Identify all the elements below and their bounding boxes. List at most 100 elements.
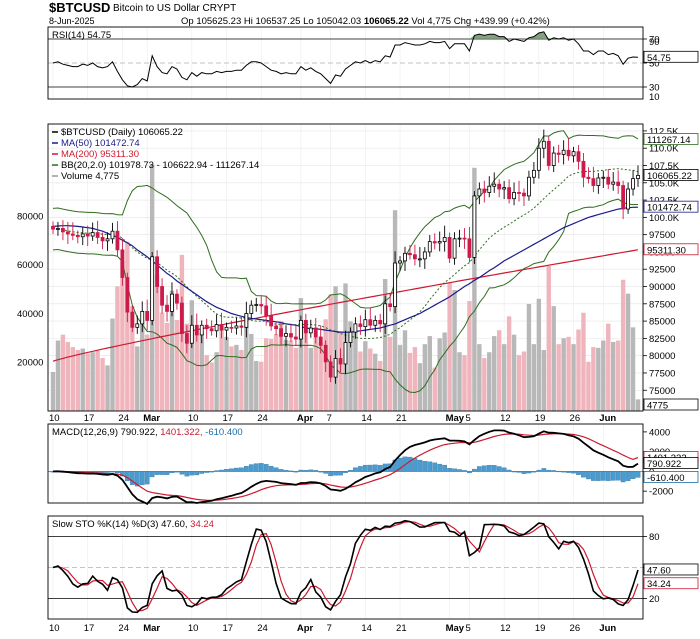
macd-histogram-bar [243, 466, 249, 472]
y-tick-label: 20 [649, 594, 660, 605]
volume-bar [204, 355, 209, 411]
macd-histogram-bar [556, 470, 562, 473]
instrument-name: Bitcoin to US Dollar [113, 3, 200, 14]
candle-body [259, 304, 264, 307]
macd-histogram-bar [536, 469, 542, 472]
candle-body [279, 328, 283, 337]
macd-histogram-bar [184, 471, 190, 477]
sto-x-tick-label: 10 [188, 623, 199, 634]
low-label: Lo [303, 16, 314, 27]
chart-symbol: $BTCUSD [49, 0, 111, 15]
macd-histogram-bar [174, 471, 180, 473]
macd-histogram-bar [100, 471, 105, 473]
sto-x-tick-label: May [446, 623, 465, 634]
candle-body [631, 178, 635, 190]
volume-bar [620, 279, 626, 411]
candle-body [140, 311, 145, 325]
macd-histogram-bar [412, 458, 418, 472]
y-tick-label: 107.5K [649, 161, 680, 172]
candle-body [442, 237, 447, 242]
volume-bar [402, 330, 408, 411]
candle-body [541, 140, 546, 149]
legend-ma50: MA(50) 101472.74 [61, 138, 140, 149]
macd-histogram-bar [442, 464, 448, 472]
macd-histogram-bar [204, 471, 210, 473]
candle-body [487, 185, 492, 193]
volume-bar [189, 300, 195, 411]
high-label: Hi [243, 16, 253, 27]
y-tick-label: 70 [649, 35, 660, 46]
volume-bar [164, 322, 170, 411]
candle-body [194, 324, 199, 336]
candle-body [561, 149, 566, 155]
macd-histogram-bar [531, 471, 537, 473]
macd-histogram-bar [139, 471, 145, 486]
price-x-tick-label: 12 [500, 413, 511, 424]
candle-body [586, 176, 591, 180]
macd-histogram-bar [308, 469, 314, 472]
candle-body [70, 233, 75, 236]
candle-body [298, 320, 303, 340]
legend-price: $BTCUSD (Daily) 106065.22 [61, 127, 183, 138]
candle-body [333, 358, 338, 378]
macd-histogram-bar [625, 471, 631, 482]
candle-body [353, 323, 358, 333]
candle-body [179, 302, 184, 334]
volume-bar [288, 340, 294, 411]
volume-bar [249, 333, 254, 411]
volume-bar [239, 350, 244, 411]
macd-histogram-bar [298, 469, 304, 472]
candle-body [284, 333, 288, 337]
y-tick-label: 110.0K [649, 144, 679, 155]
volume-bar [115, 286, 120, 411]
price-x-tick-label: Mar [143, 413, 160, 424]
macd-histogram-bar [511, 471, 517, 473]
macd-histogram-bar [437, 463, 443, 472]
candle-body [447, 237, 452, 259]
y-tick-label: 100.0K [649, 213, 680, 224]
volume-bar [234, 344, 239, 411]
price-x-tick-label: 17 [223, 413, 234, 424]
volume-bar [254, 360, 259, 411]
volume-bar [437, 338, 442, 411]
volume-bar [80, 348, 85, 411]
volume-bar [140, 320, 145, 411]
volume-bar [55, 340, 61, 411]
volume-bar [521, 351, 527, 411]
volume-bar [125, 241, 130, 411]
candle-body [571, 151, 576, 157]
volume-bar [586, 361, 591, 411]
y-tick-label: 112.5K [649, 126, 679, 137]
volume-bar [85, 353, 90, 411]
rsi-panel-frame [47, 26, 644, 100]
candle-body [56, 228, 60, 230]
volume-bar [457, 352, 462, 411]
candle-body [204, 324, 209, 330]
price-tag-3-box [643, 243, 699, 256]
y-tick-label: 4000 [649, 427, 670, 438]
candle-body [80, 233, 85, 238]
candle-body [85, 233, 90, 237]
volume-bar [601, 340, 606, 411]
volume-bar [313, 337, 318, 411]
volume-bar [60, 334, 66, 411]
macd-histogram-bar [472, 468, 477, 472]
sto-x-tick-label: 17 [223, 623, 234, 634]
y-tick-label: 87500 [649, 299, 675, 310]
volume-bar [209, 362, 214, 411]
price-x-tick-label: 24 [257, 413, 268, 424]
macd-histogram-bar [422, 461, 428, 472]
volume-bar [229, 346, 234, 411]
macd-histogram-bar [462, 470, 467, 472]
macd-histogram-bar [477, 466, 482, 472]
candle-body [120, 249, 125, 278]
price-panel-frame [47, 123, 644, 412]
price-x-tick-label: 26 [570, 413, 581, 424]
candle-body [214, 324, 219, 332]
candle-body [170, 293, 174, 312]
candle-body [497, 183, 502, 190]
rsi-tick-10: 10 [649, 92, 660, 103]
candle-body [517, 192, 521, 194]
macd-histogram-bar [248, 464, 254, 472]
price-x-tick-label: 7 [327, 413, 332, 424]
